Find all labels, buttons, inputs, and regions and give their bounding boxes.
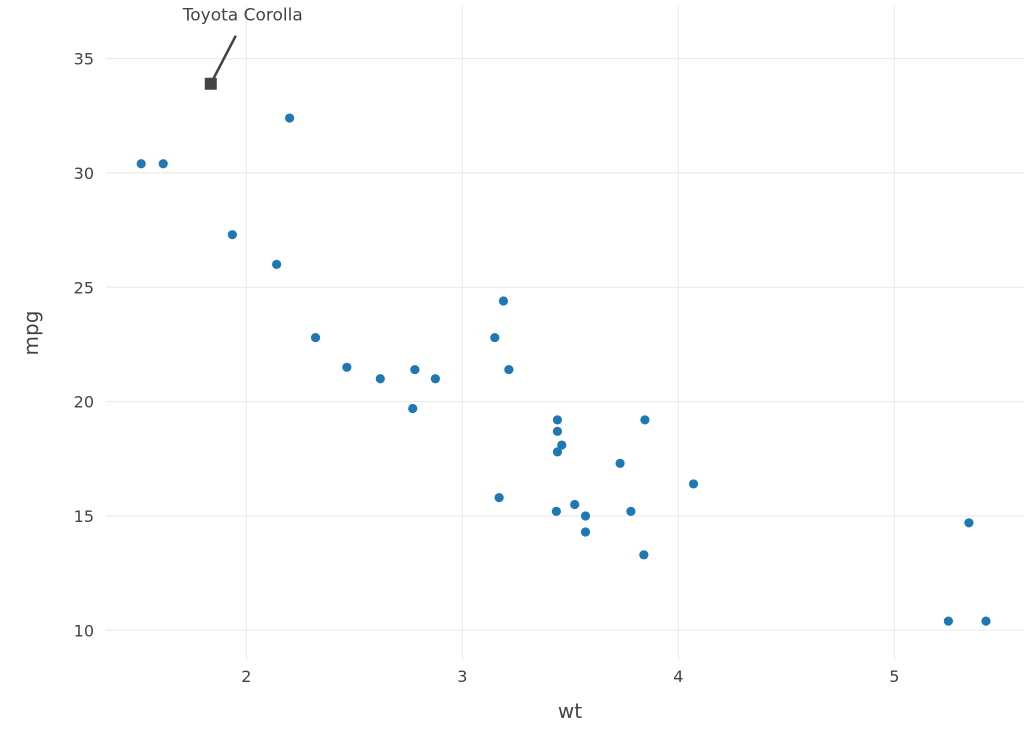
data-point[interactable] [615, 458, 625, 468]
annotation-arrow [209, 35, 237, 85]
y-tick-label: 30 [74, 164, 94, 183]
data-point[interactable] [227, 230, 237, 240]
data-point[interactable] [285, 113, 295, 123]
y-tick-label: 20 [74, 393, 94, 412]
data-point[interactable] [557, 440, 567, 450]
data-point[interactable] [640, 415, 650, 425]
data-point[interactable] [551, 506, 561, 516]
y-axis-title: mpg [19, 311, 43, 356]
data-point[interactable] [310, 332, 321, 343]
grid [106, 6, 1024, 660]
data-point[interactable] [580, 527, 591, 537]
data-point[interactable] [342, 362, 352, 372]
data-point[interactable] [943, 616, 954, 626]
x-axis-ticks: 2 3 4 5 [241, 667, 899, 686]
data-point[interactable] [552, 447, 563, 457]
x-tick-label: 5 [889, 667, 899, 686]
annotations: Toyota Corolla [182, 6, 303, 90]
data-point[interactable] [580, 511, 591, 521]
x-tick-label: 4 [673, 667, 683, 686]
data-point[interactable] [981, 616, 991, 626]
data-point[interactable] [375, 374, 385, 384]
data-point[interactable] [639, 550, 649, 560]
data-point[interactable] [494, 493, 504, 503]
y-tick-label: 35 [74, 50, 94, 69]
data-point[interactable] [552, 415, 563, 425]
data-point[interactable] [498, 296, 509, 306]
data-point[interactable] [688, 479, 699, 489]
data-point[interactable] [552, 426, 563, 436]
data-point[interactable] [410, 364, 420, 375]
data-point[interactable] [504, 364, 514, 375]
x-tick-label: 2 [241, 667, 251, 686]
data-points [136, 113, 991, 626]
data-point[interactable] [430, 374, 440, 384]
y-tick-label: 25 [74, 278, 94, 297]
data-point[interactable] [136, 159, 146, 169]
data-point[interactable] [626, 506, 636, 516]
data-point[interactable] [490, 332, 500, 343]
y-axis-ticks: 10 15 20 25 30 35 [74, 50, 94, 641]
x-tick-label: 3 [457, 667, 467, 686]
highlighted-point[interactable] [204, 77, 217, 90]
data-point[interactable] [272, 259, 282, 269]
data-point[interactable] [158, 159, 168, 169]
data-point[interactable] [964, 518, 974, 528]
data-point[interactable] [570, 499, 580, 510]
y-tick-label: 15 [74, 507, 94, 526]
data-point[interactable] [408, 403, 418, 414]
annotation-label: Toyota Corolla [182, 6, 303, 26]
x-axis-title: wt [558, 699, 582, 723]
y-tick-label: 10 [74, 621, 94, 640]
